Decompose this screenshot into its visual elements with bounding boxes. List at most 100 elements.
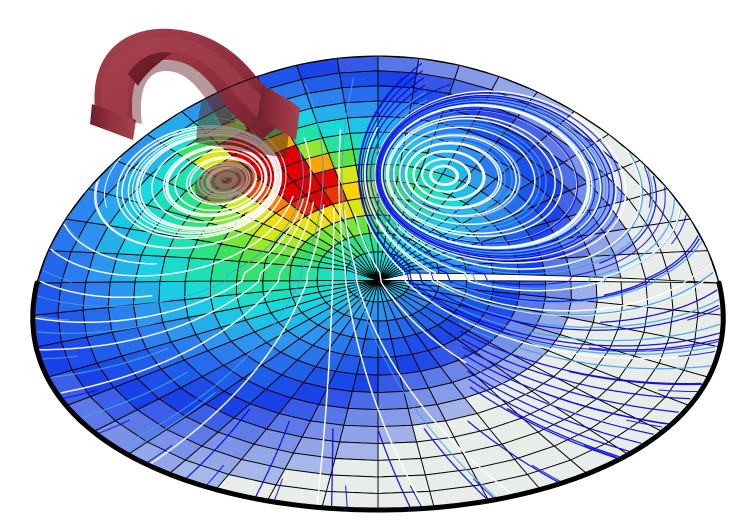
streamline <box>392 126 536 226</box>
coil-end-face <box>258 84 300 140</box>
streamline <box>360 70 720 331</box>
mesh-cell <box>343 407 379 428</box>
streamline <box>382 108 579 244</box>
streamline <box>97 419 130 434</box>
streamline <box>453 271 714 316</box>
streamline <box>404 141 503 210</box>
disc-far-edge <box>36 55 720 284</box>
streamline <box>121 127 281 237</box>
streamline <box>118 84 324 448</box>
streamline <box>369 92 675 289</box>
streamline <box>600 289 718 323</box>
mesh-cell <box>341 85 379 104</box>
streamline <box>391 124 541 228</box>
streamline <box>531 464 561 482</box>
streamline <box>139 134 276 229</box>
streamline <box>429 164 460 186</box>
streamline <box>42 270 72 284</box>
streamline <box>541 391 670 425</box>
streamline <box>568 370 704 386</box>
streamline <box>36 315 69 321</box>
streamline <box>379 102 596 251</box>
streamline <box>375 219 716 317</box>
streamline <box>423 428 487 499</box>
streamline <box>458 322 712 370</box>
streamline <box>374 90 627 264</box>
mesh-cell <box>262 262 292 282</box>
mesh-cell <box>344 100 379 119</box>
streamline <box>377 96 610 257</box>
streamline <box>185 155 257 206</box>
coil-submerged-face <box>196 126 288 158</box>
streamline <box>462 346 679 413</box>
streamline <box>403 140 506 212</box>
streamline <box>365 84 700 303</box>
streamline <box>397 132 522 219</box>
streamline <box>473 478 495 499</box>
coil-end-top <box>256 80 300 108</box>
streamline <box>42 355 78 360</box>
streamline <box>671 214 687 245</box>
streamline <box>400 136 513 215</box>
mesh-cell <box>377 373 405 394</box>
streamline <box>363 126 712 312</box>
mesh-cell <box>209 280 237 298</box>
coil-highlight <box>100 36 272 116</box>
streamline <box>380 104 591 249</box>
streamline <box>345 485 348 509</box>
streamline <box>185 408 251 480</box>
streamline <box>127 129 280 234</box>
streamline <box>103 157 121 208</box>
mesh-cell <box>334 441 379 461</box>
streamline <box>420 157 472 193</box>
streamline <box>358 62 722 347</box>
streamline <box>375 92 623 262</box>
mesh-cell <box>338 424 379 445</box>
mesh-cell <box>347 390 379 411</box>
streamline <box>165 145 267 216</box>
streamline <box>396 147 642 270</box>
streamline <box>376 94 615 259</box>
streamline <box>599 175 657 264</box>
streamline <box>205 464 225 486</box>
streamline <box>583 445 618 458</box>
streamline <box>36 322 157 334</box>
streamline <box>63 223 157 265</box>
disc-boundary <box>30 55 726 513</box>
streamline <box>50 195 294 277</box>
coil-submerged-end <box>194 160 256 204</box>
streamline <box>273 478 283 502</box>
streamline <box>455 298 721 328</box>
streamline <box>62 389 98 399</box>
coil-submerged-end-inner <box>210 168 246 192</box>
streamline <box>341 77 497 499</box>
mesh-cell <box>377 390 409 411</box>
streamline <box>456 306 720 342</box>
streamline <box>135 132 277 231</box>
streamline <box>60 201 315 394</box>
streamline <box>387 117 556 235</box>
streamline <box>465 362 654 435</box>
streamline <box>331 428 334 508</box>
streamline <box>79 371 188 419</box>
streamline <box>377 430 411 508</box>
mesh-cell <box>325 474 379 494</box>
coil-left-foot <box>90 104 136 140</box>
streamline <box>588 338 720 351</box>
mesh-cell <box>377 441 422 461</box>
streamline <box>254 420 290 498</box>
mesh-cell <box>338 70 379 89</box>
mesh-cell <box>57 281 87 314</box>
mesh-cell <box>184 257 215 282</box>
streamline <box>468 378 630 452</box>
streamline <box>150 204 325 464</box>
disc-near-edge <box>30 280 726 513</box>
mesh-cell <box>57 309 88 343</box>
streamline <box>469 386 618 459</box>
streamline <box>338 129 425 508</box>
streamline <box>452 241 702 304</box>
mesh-cell <box>107 281 136 308</box>
streamline <box>460 330 702 385</box>
streamline <box>370 84 666 286</box>
streamline <box>413 150 485 200</box>
